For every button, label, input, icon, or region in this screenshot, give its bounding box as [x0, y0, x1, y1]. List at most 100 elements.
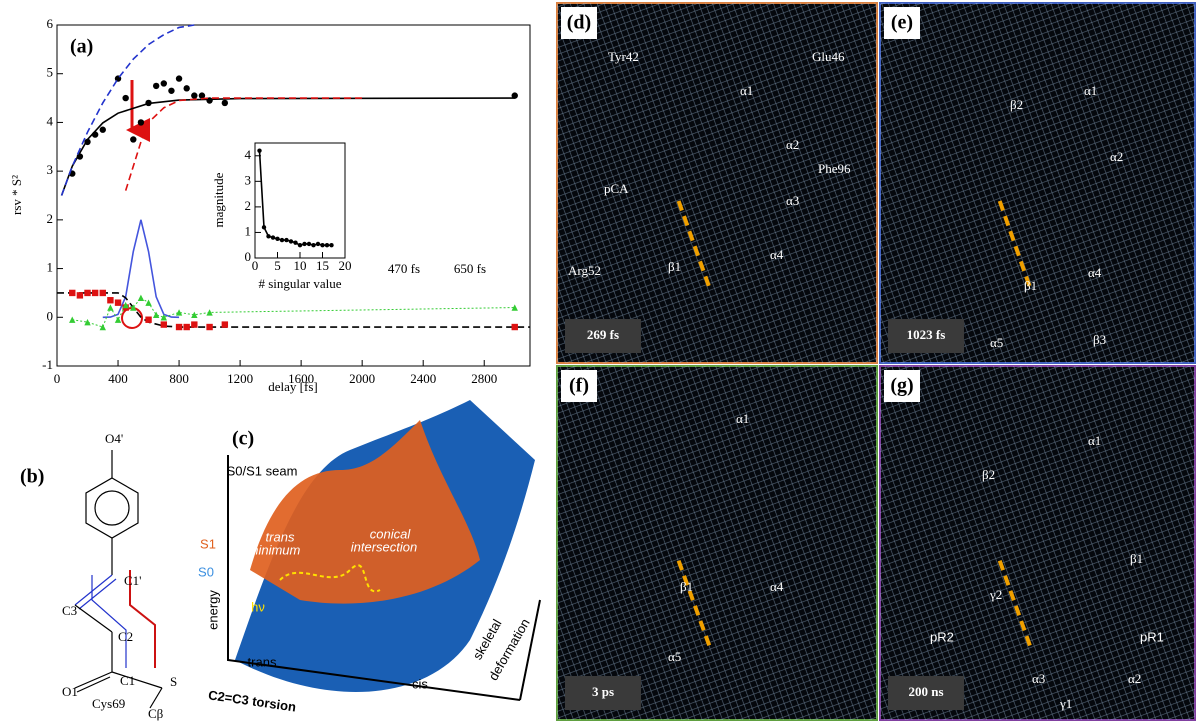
surface-label: intersection — [351, 539, 417, 554]
annotation: 650 fs — [454, 261, 486, 276]
series-line — [124, 97, 363, 191]
y-tick-label: 3 — [47, 162, 54, 177]
residue-label: α4 — [770, 247, 784, 262]
point — [288, 239, 294, 244]
y-tick-label: 4 — [47, 113, 54, 128]
residue-label: β2 — [982, 467, 995, 482]
point — [206, 309, 213, 316]
point — [284, 237, 289, 243]
residue-label: pR1 — [1140, 629, 1164, 644]
y-tick-label: -1 — [42, 357, 53, 372]
atom-label: C1' — [124, 573, 142, 588]
point — [114, 316, 122, 323]
y-tick-label: 5 — [47, 65, 54, 80]
residue-label: α5 — [990, 335, 1003, 350]
residue-label: β3 — [1093, 332, 1106, 347]
panel-label: (e) — [891, 12, 913, 34]
surface-label: C2=C3 torsion — [207, 687, 297, 714]
point — [160, 314, 168, 321]
point — [270, 235, 276, 240]
point — [130, 136, 137, 143]
residue-label: α3 — [1032, 671, 1045, 686]
point — [99, 126, 106, 133]
point — [266, 234, 271, 239]
inset-frame — [254, 142, 346, 259]
residue-label: γ2 — [989, 587, 1002, 602]
residue-label: α1 — [736, 411, 749, 426]
series-line — [102, 219, 180, 319]
series-line — [60, 97, 515, 196]
point — [191, 92, 198, 99]
residue-label: β1 — [668, 259, 681, 274]
residue-label: α2 — [1128, 671, 1141, 686]
y-tick-label: 0 — [245, 249, 252, 264]
series-line — [72, 297, 515, 328]
residue-label: β1 — [680, 579, 693, 594]
residue-label: α1 — [1084, 83, 1097, 98]
point — [107, 304, 114, 311]
annotation: 470 fs — [388, 261, 420, 276]
point — [175, 75, 183, 82]
x-axis-label: # singular value — [258, 276, 341, 291]
plot-frame — [56, 24, 531, 367]
residue-label: α1 — [740, 83, 753, 98]
point — [302, 241, 307, 247]
residue-label: β2 — [1010, 97, 1023, 112]
point — [511, 92, 518, 99]
panel-label: (c) — [232, 428, 254, 450]
point — [122, 94, 129, 102]
surface-label: S0 — [198, 564, 214, 579]
residue-label: γ1 — [1059, 696, 1072, 711]
panel-label: (b) — [20, 466, 44, 488]
surface-label: cis — [412, 676, 428, 691]
axis — [519, 599, 541, 701]
density-mesh — [880, 3, 1195, 363]
label-box — [884, 7, 920, 39]
point — [107, 297, 114, 304]
x-tick-label: 15 — [316, 258, 329, 273]
y-tick-label: 1 — [47, 260, 54, 275]
y-axis-label: magnitude — [211, 172, 226, 227]
residue-label: α1 — [1088, 433, 1101, 448]
y-tick-label: 0 — [47, 308, 54, 323]
series-line — [60, 24, 195, 196]
point — [137, 119, 145, 126]
surface-label: minimum — [248, 542, 301, 557]
point — [145, 316, 152, 323]
surface-label: trans — [248, 654, 277, 669]
x-tick-label: 0 — [252, 258, 259, 273]
point — [145, 299, 152, 306]
highlight-circle — [121, 307, 143, 329]
point — [320, 243, 325, 248]
y-tick-label: 3 — [245, 172, 252, 187]
x-tick-label: 20 — [339, 258, 352, 273]
atom-label: O1 — [62, 684, 78, 699]
point — [84, 318, 91, 326]
point — [279, 237, 285, 243]
y-tick-label: 1 — [245, 223, 252, 238]
y-tick-label: 2 — [245, 198, 252, 213]
residue-label: Phe96 — [818, 161, 851, 176]
time-box — [565, 676, 641, 710]
x-tick-label: 800 — [169, 371, 189, 386]
residue-label: α5 — [668, 649, 681, 664]
surface-label: S1 — [200, 536, 216, 551]
point — [191, 311, 198, 319]
point — [130, 304, 137, 311]
time-label: 1023 fs — [907, 327, 946, 342]
surface-label: conical — [370, 526, 412, 541]
point — [69, 316, 76, 323]
surface-label: trans — [266, 529, 295, 544]
point — [160, 321, 168, 328]
atom-label: Cβ — [148, 706, 164, 721]
residue-label: pR2 — [930, 629, 954, 644]
point — [168, 87, 175, 94]
atom-label: C2 — [118, 629, 133, 644]
panel-label: (d) — [567, 12, 591, 34]
x-tick-label: 400 — [108, 371, 128, 386]
point — [99, 323, 106, 331]
point — [84, 289, 91, 297]
point — [175, 309, 183, 316]
point — [257, 148, 262, 153]
